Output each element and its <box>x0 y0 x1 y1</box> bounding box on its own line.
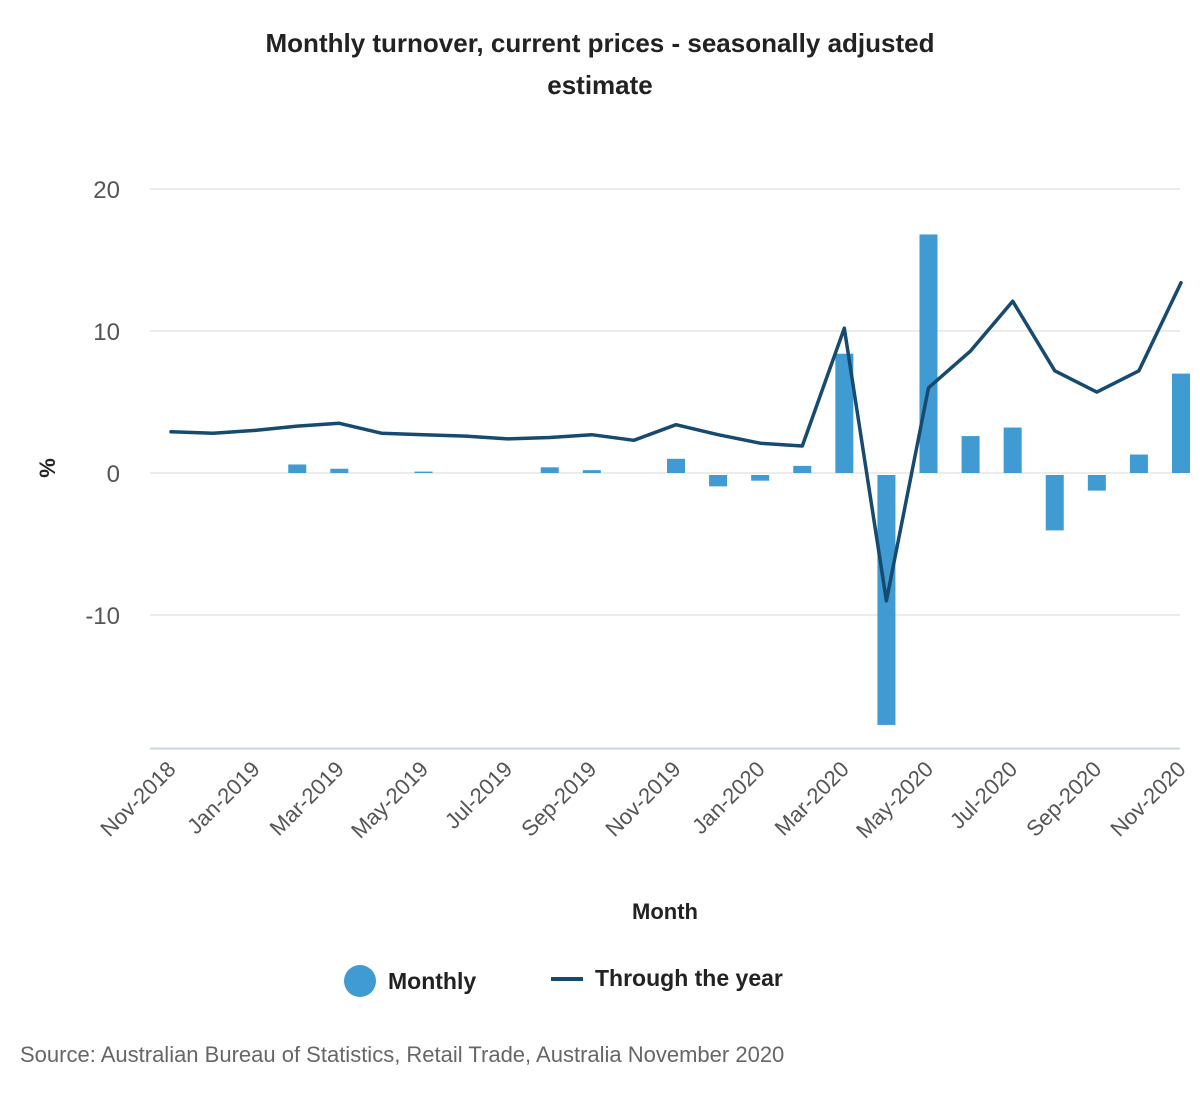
bar-monthly-mar-2020[interactable] <box>835 353 854 473</box>
line-point-jan-2019[interactable] <box>251 426 259 434</box>
bar-monthly-jul-2020[interactable] <box>1003 427 1022 473</box>
line-point-jul-2019[interactable] <box>504 435 512 443</box>
bar-monthly-jan-2020[interactable] <box>751 475 770 481</box>
line-point-oct-2020[interactable] <box>1135 367 1143 375</box>
bar-monthly-feb-2020[interactable] <box>793 465 812 473</box>
legend-label-through-the-year: Through the year <box>595 965 783 991</box>
through-the-year-line[interactable] <box>169 280 1183 603</box>
y-tick-label: -10 <box>85 603 120 630</box>
bar-monthly-sep-2020[interactable] <box>1087 475 1106 491</box>
line-point-nov-2019[interactable] <box>672 421 680 429</box>
chart-plot: 20 10 0 -10 Nov-2018 Jan-2019 Mar-2019May-201… <box>35 177 1191 924</box>
bar-monthly-feb-2019[interactable] <box>288 464 307 473</box>
y-tick-label: 20 <box>93 177 120 204</box>
x-tick-label: Mar-2020 <box>770 756 854 840</box>
line-point-jun-2020[interactable] <box>967 347 975 355</box>
x-tick-label: Sep-2020 <box>1021 756 1106 841</box>
bar-monthly-dec-2019[interactable] <box>709 475 728 487</box>
line-point-apr-2019[interactable] <box>377 429 385 437</box>
legend-item-monthly[interactable]: Monthly <box>344 965 476 997</box>
monthly-bars <box>288 234 1190 725</box>
x-axis-title: Month <box>632 899 698 924</box>
x-tick-label: May-2019 <box>346 756 433 843</box>
line-point-jun-2019[interactable] <box>462 432 470 440</box>
bar-monthly-nov-2020[interactable] <box>1172 373 1190 473</box>
legend-label-monthly: Monthly <box>388 967 477 994</box>
bar-monthly-jun-2020[interactable] <box>961 436 980 473</box>
line-point-mar-2020[interactable] <box>840 324 848 332</box>
line-point-dec-2018[interactable] <box>209 429 217 437</box>
y-axis-ticks: 20 10 0 -10 <box>85 177 120 630</box>
x-tick-label: Sep-2019 <box>516 756 601 841</box>
x-tick-label: Mar-2019 <box>265 756 349 840</box>
x-tick-label: Nov-2019 <box>600 756 685 841</box>
line-point-jan-2020[interactable] <box>756 439 764 447</box>
source-note: Source: Australian Bureau of Statistics,… <box>20 1042 785 1067</box>
line-point-apr-2020[interactable] <box>882 597 890 605</box>
line-point-jul-2020[interactable] <box>1009 297 1017 305</box>
line-point-aug-2019[interactable] <box>546 434 554 442</box>
bar-monthly-may-2019[interactable] <box>414 471 433 473</box>
legend-circle-icon <box>344 965 376 997</box>
bar-monthly-mar-2019[interactable] <box>330 468 349 473</box>
line-point-feb-2019[interactable] <box>293 422 301 430</box>
line-point-mar-2019[interactable] <box>335 419 343 427</box>
line-point-may-2019[interactable] <box>420 431 428 439</box>
x-tick-label: Jul-2020 <box>945 756 1022 833</box>
bar-monthly-sep-2019[interactable] <box>582 470 601 473</box>
through-the-year-line-group <box>167 279 1185 605</box>
legend-item-through-the-year[interactable]: Through the year <box>551 965 783 992</box>
line-point-nov-2018[interactable] <box>167 428 175 436</box>
line-point-sep-2019[interactable] <box>588 431 596 439</box>
x-tick-label: May-2020 <box>851 756 938 843</box>
line-point-may-2020[interactable] <box>925 384 933 392</box>
chart-title-line-2: estimate <box>547 70 653 100</box>
x-tick-label: Jan-2020 <box>687 756 770 839</box>
legend: Monthly Through the year <box>0 965 1200 1005</box>
x-tick-label: Nov-2020 <box>1105 756 1190 841</box>
line-point-nov-2020[interactable] <box>1177 279 1185 287</box>
bar-monthly-may-2020[interactable] <box>919 234 938 473</box>
chart-title-line-1: Monthly turnover, current prices - seaso… <box>265 28 935 58</box>
line-point-oct-2019[interactable] <box>630 436 638 444</box>
y-axis-title: % <box>35 458 60 478</box>
y-tick-label: 10 <box>93 319 120 346</box>
bar-monthly-aug-2019[interactable] <box>540 467 559 473</box>
line-point-dec-2019[interactable] <box>714 431 722 439</box>
x-tick-label: Jul-2019 <box>440 756 517 833</box>
line-point-feb-2020[interactable] <box>798 442 806 450</box>
line-point-sep-2020[interactable] <box>1093 388 1101 396</box>
y-tick-label: 0 <box>107 461 120 488</box>
bar-monthly-oct-2020[interactable] <box>1129 454 1148 473</box>
bar-monthly-aug-2020[interactable] <box>1045 475 1064 531</box>
line-point-aug-2020[interactable] <box>1051 367 1059 375</box>
x-tick-label: Nov-2018 <box>95 756 180 841</box>
bar-monthly-nov-2019[interactable] <box>667 458 685 473</box>
x-tick-label: Jan-2019 <box>182 756 265 839</box>
legend-line-icon <box>551 976 583 981</box>
chart-title: Monthly turnover, current prices - seaso… <box>150 22 1050 106</box>
